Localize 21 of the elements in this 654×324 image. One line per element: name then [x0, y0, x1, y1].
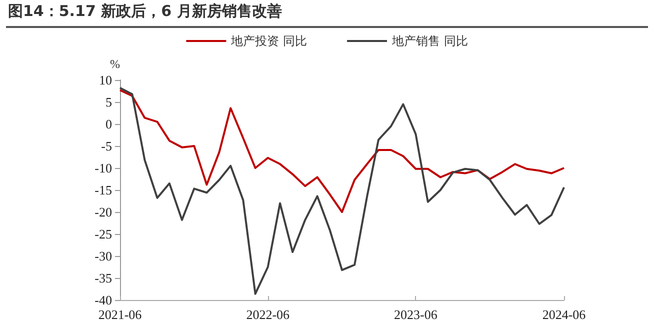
y-tick-label: -10: [94, 160, 112, 176]
chart-title: 图14：5.17 新政后，6 月新房销售改善: [8, 2, 282, 21]
y-tick-label: -30: [94, 248, 112, 264]
y-tick-label: -20: [94, 204, 112, 220]
y-axis-title: %: [110, 57, 120, 71]
y-tick-label: -25: [94, 226, 112, 242]
y-tick-label: 0: [106, 116, 112, 132]
legend-label: 地产投资 同比: [230, 34, 308, 48]
y-tick-label: -5: [101, 138, 112, 154]
y-tick-label: 10: [99, 72, 112, 88]
y-tick-label: 5: [106, 94, 112, 110]
line-series: [119, 86, 565, 295]
y-tick-label: -40: [94, 292, 112, 308]
y-tick-label: -15: [94, 182, 112, 198]
x-tick-label: 2023-06: [394, 307, 438, 322]
x-tick-label: 2024-06: [542, 307, 586, 322]
x-tick-label: 2022-06: [246, 307, 290, 322]
y-tick-label: -35: [94, 270, 112, 286]
legend-label: 地产销售 同比: [391, 34, 468, 48]
line-series: [119, 89, 565, 213]
x-tick-label: 2021-06: [98, 307, 142, 322]
